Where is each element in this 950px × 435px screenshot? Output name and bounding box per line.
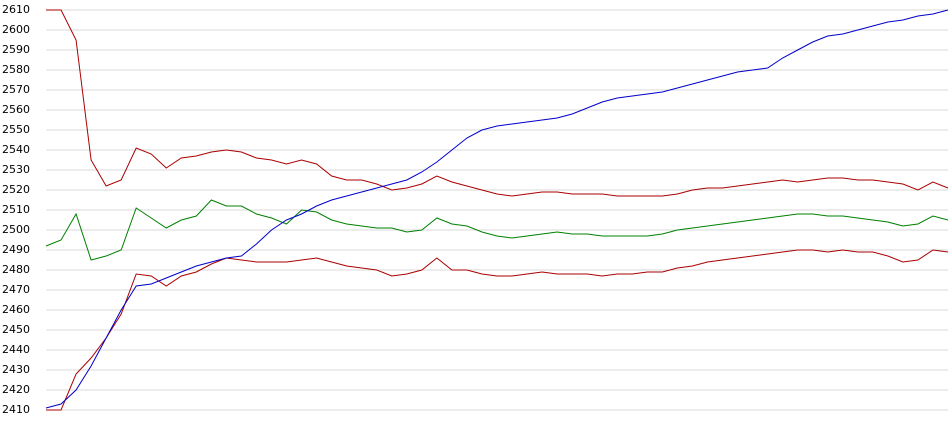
y-tick-label: 2610 <box>2 3 30 16</box>
y-tick-label: 2530 <box>2 163 30 176</box>
y-tick-label: 2440 <box>2 343 30 356</box>
line-series <box>45 199 949 261</box>
y-tick-label: 2600 <box>2 23 30 36</box>
y-tick-label: 2570 <box>2 83 30 96</box>
y-tick-label: 2410 <box>2 403 30 416</box>
y-tick-label: 2430 <box>2 363 30 376</box>
y-tick-label: 2420 <box>2 383 30 396</box>
y-tick-label: 2550 <box>2 123 30 136</box>
y-tick-label: 2450 <box>2 323 30 336</box>
y-tick-label: 2470 <box>2 283 30 296</box>
y-tick-label: 2590 <box>2 43 30 56</box>
y-tick-label: 2540 <box>2 143 30 156</box>
line-series <box>46 9 949 197</box>
y-tick-label: 2520 <box>2 183 30 196</box>
y-tick-label: 2490 <box>2 243 30 256</box>
y-tick-label: 2460 <box>2 303 30 316</box>
line-series <box>46 249 949 411</box>
y-tick-label: 2580 <box>2 63 30 76</box>
y-tick-label: 2480 <box>2 263 30 276</box>
y-tick-label: 2500 <box>2 223 30 236</box>
y-tick-label: 2510 <box>2 203 30 216</box>
y-tick-label: 2560 <box>2 103 30 116</box>
line-series <box>45 9 949 409</box>
